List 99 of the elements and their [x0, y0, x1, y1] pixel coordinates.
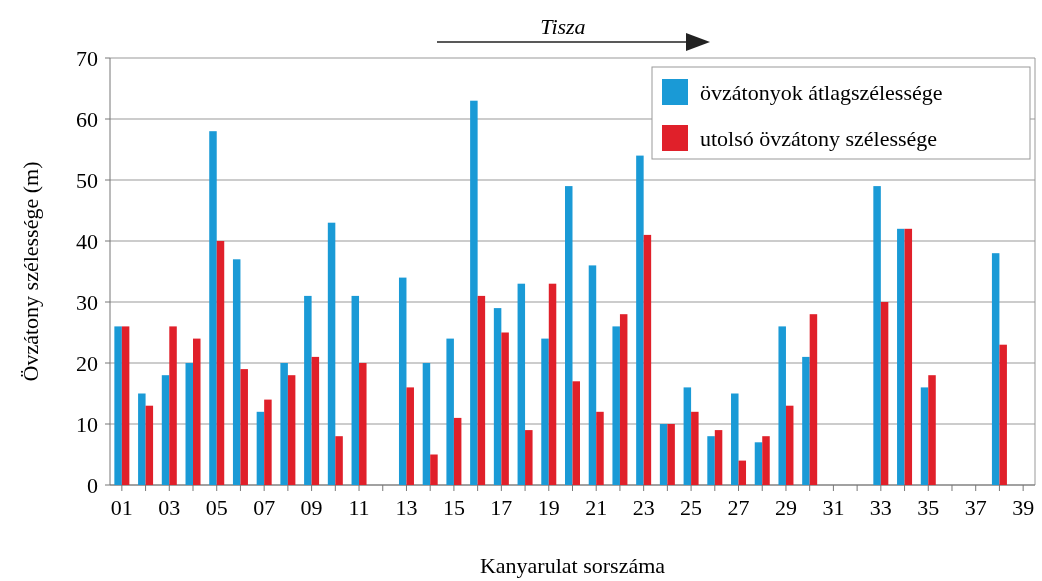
bar: [880, 302, 889, 485]
x-tick-label: 15: [442, 495, 465, 520]
bar: [691, 411, 699, 485]
x-tick-label: 09: [300, 495, 323, 520]
bar: [991, 253, 1000, 485]
bar: [517, 283, 526, 485]
bar: [738, 460, 747, 485]
bar: [335, 436, 343, 485]
bar: [548, 283, 557, 485]
y-tick-label: 60: [76, 106, 98, 132]
x-tick-label: 35: [917, 495, 940, 520]
bar: [904, 228, 913, 485]
bar: [422, 363, 431, 485]
bar: [659, 424, 668, 485]
x-tick-label: 37: [964, 495, 987, 520]
legend-label: övzátonyok átlagszélessége: [700, 79, 943, 105]
bar: [193, 338, 201, 485]
bar: [920, 387, 929, 485]
bar: [802, 356, 810, 485]
bar: [121, 326, 130, 485]
bar: [928, 375, 936, 485]
bar: [667, 424, 675, 485]
x-axis-title: Kanyarulat sorszáma: [479, 553, 666, 578]
y-axis-title: Övzátony szélessége (m): [18, 161, 43, 382]
bar: [406, 387, 414, 485]
bar: [565, 186, 573, 485]
y-tick-label: 40: [76, 228, 98, 254]
legend-label: utolsó övzátony szélessége: [700, 125, 938, 151]
bar: [493, 308, 502, 485]
bar: [240, 369, 248, 485]
bar: [185, 363, 194, 485]
bar: [588, 265, 597, 485]
bar: [327, 222, 336, 485]
bar: [169, 326, 177, 485]
bar: [209, 131, 217, 485]
x-tick-label: 19: [537, 495, 560, 520]
x-tick-label: 23: [632, 495, 655, 520]
bar: [525, 430, 533, 485]
bar: [161, 375, 170, 485]
y-tick-label: 50: [76, 167, 98, 193]
x-tick-label: 27: [727, 495, 750, 520]
bar: [714, 430, 723, 485]
bar: [596, 411, 604, 485]
bar: [446, 338, 454, 485]
y-tick-label: 30: [76, 289, 98, 315]
y-tick-label: 20: [76, 350, 98, 376]
text: Tisza: [540, 14, 586, 39]
bar: [477, 295, 486, 485]
x-tick-label: 11: [348, 495, 370, 520]
bar: [731, 393, 739, 485]
bar: [430, 454, 438, 485]
y-tick-label: 0: [87, 472, 98, 498]
bar: [501, 332, 509, 485]
x-tick-label: 05: [205, 495, 228, 520]
bar: [256, 411, 265, 485]
x-tick-label: 29: [774, 495, 797, 520]
bar: [264, 399, 272, 485]
bar: [398, 277, 407, 485]
bar: [636, 155, 644, 485]
bar: [612, 326, 620, 485]
bar: [873, 186, 881, 485]
bar: [359, 363, 367, 485]
bar: [114, 326, 122, 485]
bar: [999, 344, 1007, 485]
x-tick-label: 31: [822, 495, 845, 520]
x-tick-label: 17: [490, 495, 513, 520]
y-tick-label: 70: [76, 45, 98, 71]
x-tick-label: 33: [869, 495, 892, 520]
bar: [311, 356, 320, 485]
bar: [897, 228, 905, 485]
x-tick-label: 01: [110, 495, 133, 520]
bar: [754, 442, 763, 485]
bar: [619, 314, 628, 485]
x-tick-label: 03: [158, 495, 181, 520]
bar: [809, 314, 818, 485]
y-tick-label: 10: [76, 411, 98, 437]
bar: [470, 100, 478, 485]
x-tick-label: 25: [680, 495, 703, 520]
bar: [216, 241, 225, 485]
x-tick-label: 39: [1012, 495, 1035, 520]
bar: [541, 338, 549, 485]
bar: [643, 234, 652, 485]
bar: [785, 405, 794, 485]
bar: [351, 295, 360, 485]
bar: [304, 295, 312, 485]
bar: [683, 387, 692, 485]
bar: [232, 259, 241, 485]
bar: [762, 436, 770, 485]
bar: [287, 375, 296, 485]
x-tick-label: 13: [395, 495, 418, 520]
x-tick-label: 07: [253, 495, 276, 520]
x-tick-label: 21: [585, 495, 608, 520]
bar: [572, 381, 580, 485]
bar: [778, 326, 786, 485]
bar: [707, 436, 715, 485]
bar: [280, 363, 288, 485]
bar: [453, 417, 462, 485]
bar: [145, 405, 154, 485]
bar: [138, 393, 146, 485]
